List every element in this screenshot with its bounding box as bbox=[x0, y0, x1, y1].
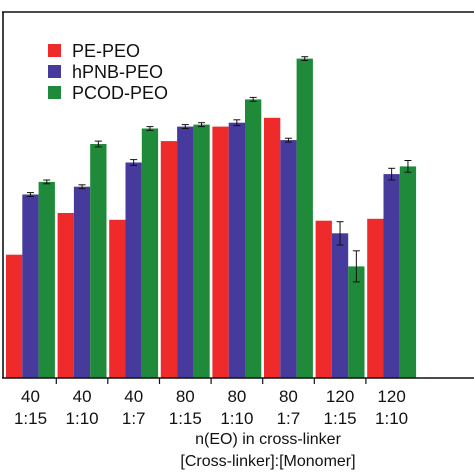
x-ticks-layer bbox=[55, 378, 367, 384]
x-tick-label-top-2: 40 bbox=[124, 387, 143, 406]
legend-swatch-hpnb-peo bbox=[48, 65, 61, 78]
bar-pe-peo-3 bbox=[160, 141, 178, 378]
error-bar-hpnb-peo-4 bbox=[233, 119, 241, 127]
bar-pe-peo-7 bbox=[367, 218, 384, 378]
bar-pcod-peo-7 bbox=[399, 166, 417, 378]
error-bar-hpnb-peo-5 bbox=[284, 137, 292, 143]
bar-pe-peo-6 bbox=[315, 220, 332, 378]
bar-hpnb-peo-3 bbox=[177, 126, 194, 378]
x-tick-label-bottom-6: 1:15 bbox=[324, 409, 357, 428]
error-bar-hpnb-peo-2 bbox=[130, 159, 138, 166]
x-tick-label-bottom-5: 1:7 bbox=[277, 409, 301, 428]
legend-label-pcod-peo: PCOD-PEO bbox=[72, 83, 168, 103]
bar-hpnb-peo-6 bbox=[331, 233, 349, 378]
error-bar-hpnb-peo-1 bbox=[78, 184, 86, 190]
error-bar-hpnb-peo-7 bbox=[388, 167, 396, 181]
x-tick-label-top-0: 40 bbox=[21, 387, 40, 406]
error-bar-pcod-peo-3 bbox=[198, 122, 206, 128]
error-bar-pcod-peo-1 bbox=[94, 140, 102, 148]
error-bar-pcod-peo-0 bbox=[43, 179, 51, 185]
x-tick-label-top-6: 120 bbox=[326, 387, 354, 406]
bar-pe-peo-4 bbox=[212, 126, 229, 378]
error-bar-pcod-peo-6 bbox=[352, 250, 360, 283]
bar-pcod-peo-4 bbox=[245, 99, 262, 379]
bar-pcod-peo-6 bbox=[348, 266, 365, 378]
legend-label-pe-peo: PE-PEO bbox=[72, 41, 140, 61]
legend: PE-PEO hPNB-PEO PCOD-PEO bbox=[48, 41, 168, 103]
error-bar-hpnb-peo-6 bbox=[336, 221, 344, 246]
error-bar-pcod-peo-4 bbox=[249, 96, 257, 102]
x-axis-title-line1: n(EO) in cross-linker bbox=[195, 431, 341, 448]
bar-pe-peo-5 bbox=[264, 117, 281, 379]
bar-pcod-peo-1 bbox=[90, 144, 107, 378]
bar-hpnb-peo-0 bbox=[22, 194, 39, 378]
x-tick-label-bottom-3: 1:15 bbox=[169, 409, 202, 428]
bar-pcod-peo-5 bbox=[296, 58, 313, 378]
x-tick-label-top-7: 120 bbox=[377, 387, 405, 406]
bar-hpnb-peo-4 bbox=[228, 122, 245, 378]
bar-pcod-peo-3 bbox=[193, 124, 210, 378]
bar-pcod-peo-2 bbox=[141, 128, 159, 378]
x-tick-label-bottom-1: 1:10 bbox=[66, 409, 99, 428]
bars-layer bbox=[6, 58, 417, 379]
bar-hpnb-peo-1 bbox=[73, 186, 91, 378]
x-tick-label-top-1: 40 bbox=[73, 387, 92, 406]
x-axis-title-line2: [Cross-linker]:[Monomer] bbox=[180, 453, 355, 470]
bar-pe-peo-2 bbox=[109, 219, 126, 378]
x-tick-label-bottom-2: 1:7 bbox=[122, 409, 146, 428]
error-bar-pcod-peo-7 bbox=[404, 160, 412, 173]
bar-pe-peo-1 bbox=[57, 213, 74, 378]
error-bar-pcod-peo-5 bbox=[301, 56, 309, 61]
error-bar-hpnb-peo-0 bbox=[26, 192, 34, 197]
bar-pcod-peo-0 bbox=[38, 181, 55, 378]
x-tick-label-bottom-4: 1:10 bbox=[220, 409, 253, 428]
error-bar-hpnb-peo-3 bbox=[181, 124, 189, 129]
legend-label-hpnb-peo: hPNB-PEO bbox=[72, 62, 163, 82]
x-tick-label-top-5: 80 bbox=[279, 387, 298, 406]
error-bars-layer bbox=[26, 56, 412, 283]
bar-pe-peo-0 bbox=[6, 254, 23, 378]
x-tick-label-top-4: 80 bbox=[227, 387, 246, 406]
bar-hpnb-peo-7 bbox=[383, 174, 400, 378]
x-tick-label-top-3: 80 bbox=[176, 387, 195, 406]
legend-swatch-pcod-peo bbox=[48, 86, 61, 99]
x-tick-label-bottom-0: 1:15 bbox=[14, 409, 47, 428]
legend-swatch-pe-peo bbox=[48, 44, 61, 57]
bar-hpnb-peo-2 bbox=[125, 162, 142, 378]
bar-hpnb-peo-5 bbox=[280, 140, 297, 378]
x-tick-label-bottom-7: 1:10 bbox=[375, 409, 408, 428]
x-tick-labels-layer: 40 1:15 40 1:10 40 1:7 80 1:15 80 1:10 80 1:7 120 1:1… bbox=[14, 387, 408, 428]
error-bar-pcod-peo-2 bbox=[146, 126, 154, 131]
